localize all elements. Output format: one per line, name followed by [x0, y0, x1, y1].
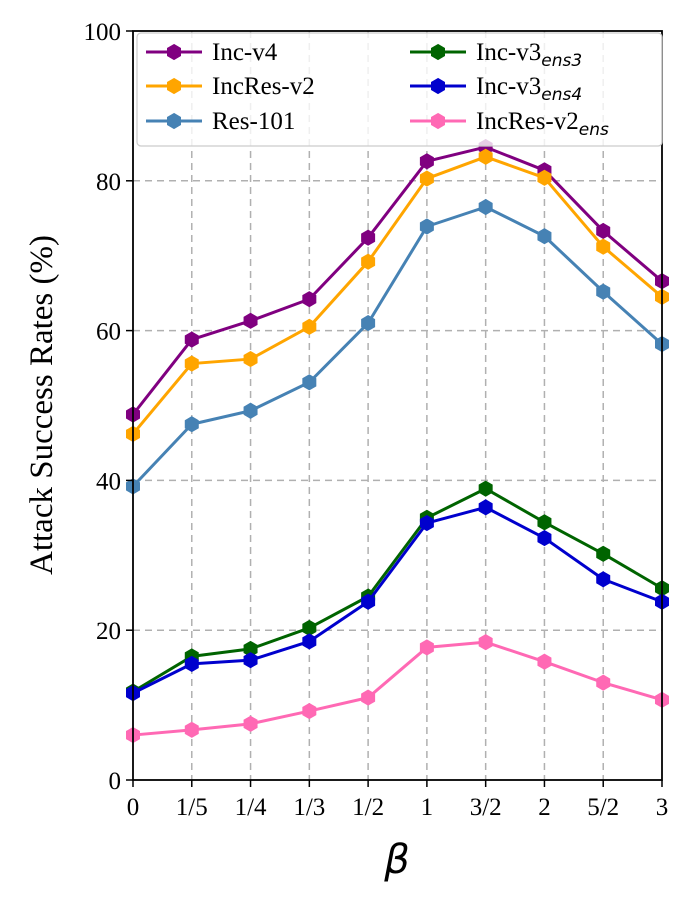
legend-entry: Inc-v3ens4: [410, 73, 582, 105]
data-point: [537, 529, 552, 547]
legend-label: Inc-v3ens4: [476, 73, 582, 105]
data-point: [596, 238, 611, 255]
x-tick-label: 5/2: [587, 794, 619, 821]
series-layer: [126, 139, 669, 744]
series-line: [131, 205, 663, 488]
plot-frame: [132, 30, 663, 781]
series-incres-v2: [126, 148, 669, 443]
data-point: [596, 283, 611, 300]
legend-label: IncRes-v2: [212, 73, 315, 100]
data-point: [302, 633, 317, 650]
x-tick-label: 1: [421, 794, 434, 821]
data-point: [537, 169, 552, 186]
data-point: [596, 571, 611, 588]
legend-entry: Inc-v4: [146, 39, 278, 66]
data-point: [361, 315, 376, 332]
legend-label: Res-101: [212, 108, 295, 135]
data-point: [361, 593, 376, 610]
legend-marker: [431, 77, 445, 95]
data-point: [596, 545, 611, 562]
series-line: [132, 487, 663, 693]
legend-marker: [167, 112, 181, 130]
data-point: [184, 331, 199, 348]
data-point: [478, 499, 493, 516]
y-axis-title: Attack Success Rates (%): [24, 235, 60, 575]
x-tick-label: 3/2: [470, 794, 502, 821]
x-tick-label: 1/2: [352, 794, 384, 821]
data-point: [419, 153, 434, 170]
data-point: [361, 229, 376, 246]
legend-label: Inc-v4: [212, 39, 278, 66]
x-tick-label: 1/4: [235, 794, 267, 821]
series-incres-v2ens: [126, 634, 669, 744]
legend-label: Inc-v3ens3: [476, 39, 582, 71]
x-tick-label: 1/3: [293, 794, 325, 821]
data-point: [243, 312, 258, 329]
data-point: [537, 514, 552, 531]
data-point: [537, 228, 552, 245]
data-point: [361, 253, 376, 270]
legend: Inc-v4 IncRes-v2 Res-101 Inc-v3ens3Inc-v3en…: [136, 32, 663, 147]
series-line: [132, 640, 663, 737]
data-point: [243, 652, 258, 669]
data-point: [361, 689, 376, 706]
legend-marker: [431, 112, 445, 130]
data-point: [243, 402, 258, 419]
legend-label: IncRes-v2ens: [476, 108, 609, 140]
y-axis: 0 20 40 60 80 100: [84, 19, 133, 795]
data-point: [243, 715, 258, 732]
legend-entry: Res-101: [146, 108, 295, 135]
legend-marker: [167, 43, 181, 61]
legend-entry: IncRes-v2: [146, 73, 315, 100]
y-tick-label: 20: [96, 618, 121, 645]
data-point: [184, 416, 199, 433]
series-line: [131, 155, 663, 435]
legend-entry: Inc-v3ens3: [410, 39, 582, 71]
data-point: [478, 148, 493, 165]
legend-marker: [167, 77, 181, 95]
data-point: [596, 222, 611, 240]
legend-marker: [431, 43, 445, 61]
data-point: [478, 198, 493, 216]
y-tick-label: 80: [96, 169, 121, 196]
series-inc-v3ens4: [126, 499, 669, 702]
data-point: [596, 674, 611, 691]
series-line: [132, 505, 663, 695]
data-point: [302, 374, 317, 391]
data-point: [243, 350, 258, 368]
data-point: [537, 653, 552, 670]
data-point: [419, 515, 434, 532]
x-axis: 0 1/5 1/4 1/3 1/2 1 3/2 2 5/2 3: [127, 780, 669, 821]
data-point: [419, 639, 434, 656]
data-point: [184, 655, 199, 672]
data-point: [419, 170, 434, 187]
x-tick-label: 2: [538, 794, 551, 821]
y-tick-label: 100: [84, 19, 122, 46]
x-tick-label: 0: [127, 794, 140, 821]
data-point: [419, 218, 434, 235]
series-line: [131, 145, 663, 416]
legend-frame: [136, 32, 663, 147]
data-point: [184, 721, 199, 738]
y-tick-label: 60: [96, 319, 121, 346]
x-tick-label: 3: [656, 794, 669, 821]
data-point: [302, 318, 317, 335]
data-point: [184, 355, 199, 372]
data-point: [302, 619, 317, 637]
data-point: [478, 634, 493, 651]
data-point: [302, 291, 317, 308]
data-point: [302, 703, 317, 720]
y-tick-label: 40: [96, 468, 121, 495]
x-tick-label: 1/5: [176, 794, 208, 821]
data-point: [478, 480, 493, 497]
x-axis-title: β: [383, 837, 410, 883]
y-tick-label: 0: [109, 768, 122, 795]
legend-entry: IncRes-v2ens: [410, 108, 609, 140]
